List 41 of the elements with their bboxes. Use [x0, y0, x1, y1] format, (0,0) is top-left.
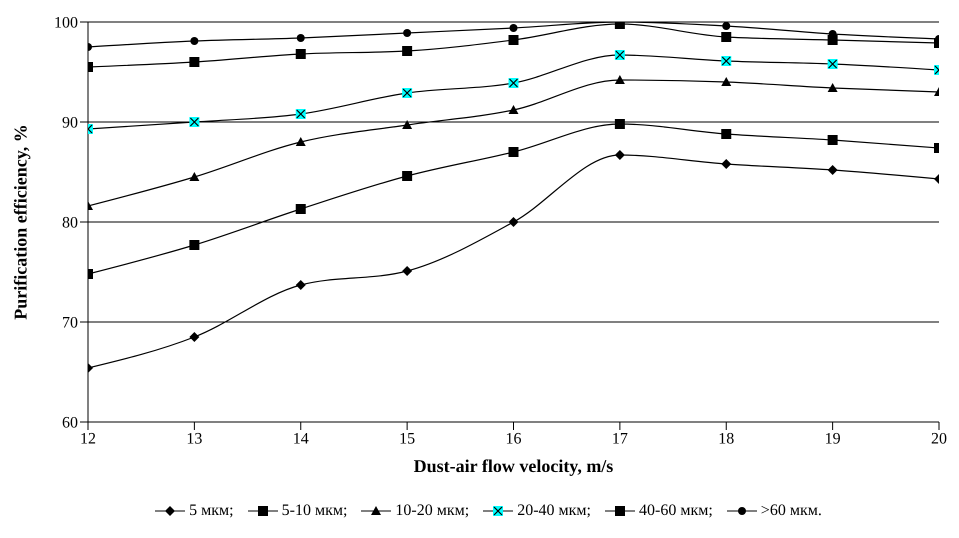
x-tick-label: 13: [186, 430, 202, 448]
y-tick-label: 60: [62, 414, 78, 432]
point: [510, 24, 518, 32]
x-tick-label: 18: [718, 430, 734, 448]
point: [614, 75, 625, 84]
point: [189, 332, 200, 342]
point: [721, 159, 732, 169]
y-tick-label: 90: [62, 114, 78, 132]
x-tick-label: 16: [506, 430, 522, 448]
x-tick-label: 19: [824, 430, 841, 448]
x-axis-title: Dust-air flow velocity, m/s: [414, 456, 614, 476]
x-tick-label: 14: [292, 430, 309, 448]
y-tick-label: 80: [62, 214, 78, 232]
point: [190, 37, 198, 45]
point: [508, 217, 518, 227]
point: [189, 172, 200, 181]
legend-label: 5-10 мкм;: [282, 502, 348, 520]
point: [722, 22, 730, 30]
x-tick-label: 15: [399, 430, 416, 448]
point: [296, 280, 306, 290]
legend-label: 5 мкм;: [189, 502, 234, 520]
point: [402, 266, 412, 276]
legend-label: 20-40 мкм;: [517, 502, 591, 520]
y-tick-label: 70: [62, 314, 78, 332]
legend-label: >60 мкм.: [760, 502, 822, 520]
legend-label: 40-60 мкм;: [639, 502, 713, 520]
x-tick-label: 20: [931, 430, 947, 448]
point: [828, 83, 838, 92]
point: [402, 120, 412, 129]
y-tick-label: 100: [54, 14, 78, 32]
x-tick-label: 12: [80, 430, 96, 448]
point: [296, 34, 305, 42]
legend-label: 10-20 мкм;: [395, 502, 470, 520]
point: [403, 29, 412, 37]
y-axis-title: Purification efficiency, %: [10, 124, 30, 320]
point: [721, 77, 732, 86]
point: [828, 165, 838, 175]
x-tick-label: 17: [612, 430, 628, 448]
point: [614, 150, 625, 160]
point: [296, 137, 306, 146]
point: [508, 105, 518, 114]
